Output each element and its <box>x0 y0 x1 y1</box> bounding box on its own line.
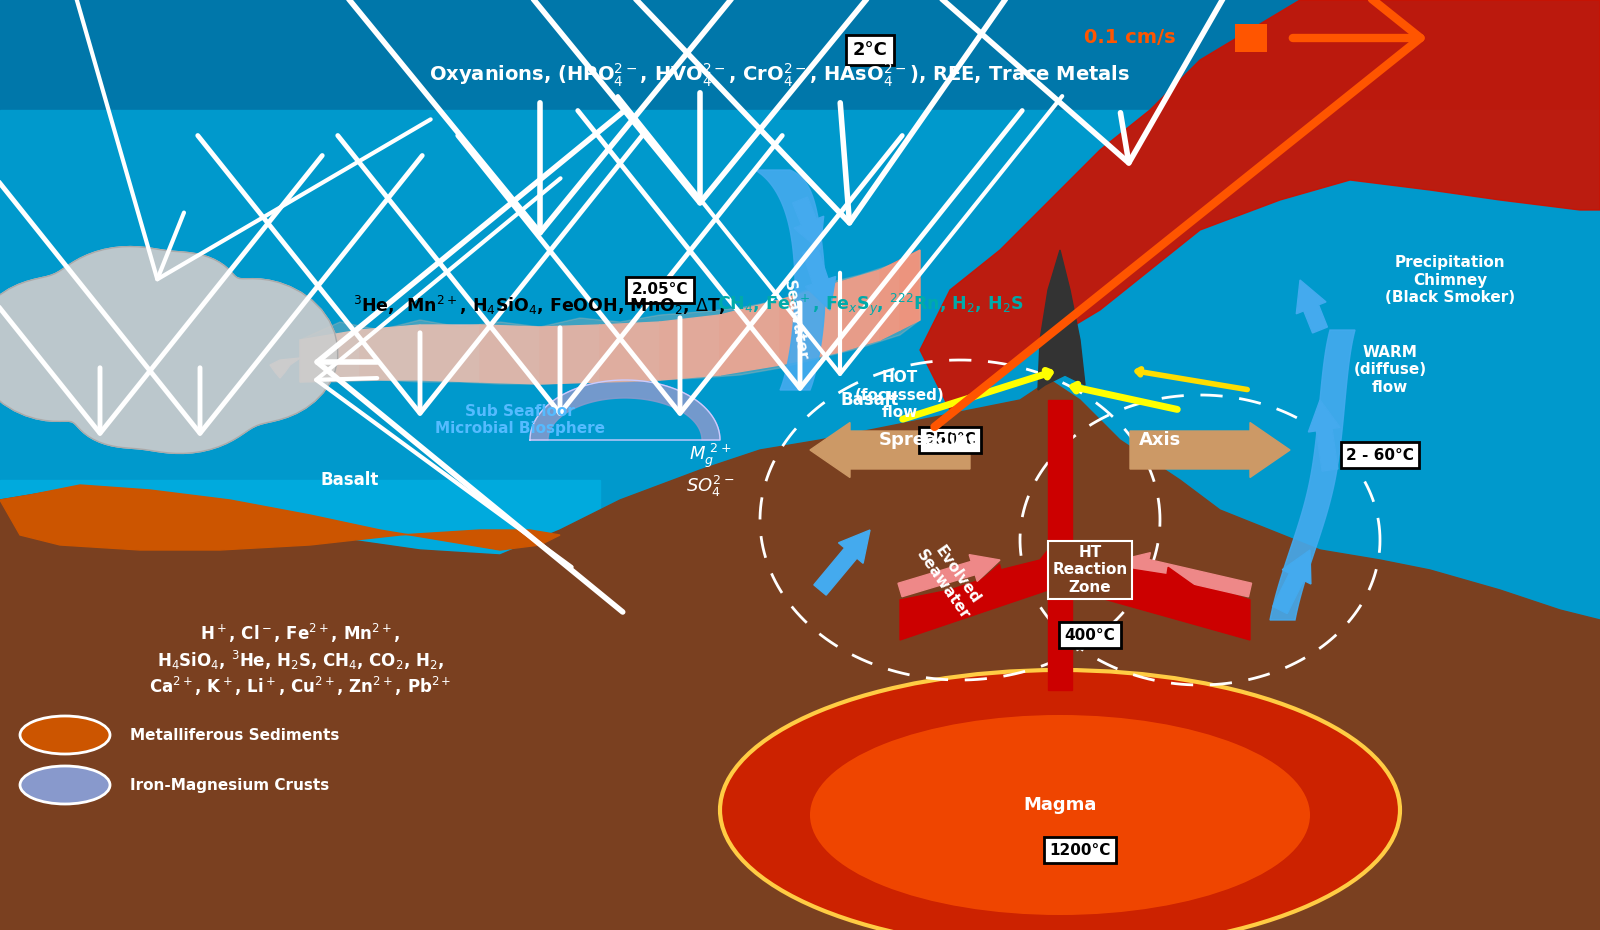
FancyArrow shape <box>1070 560 1200 602</box>
Text: Precipitation
Chimney
(Black Smoker): Precipitation Chimney (Black Smoker) <box>1386 255 1515 305</box>
Ellipse shape <box>810 715 1310 915</box>
Polygon shape <box>530 380 720 440</box>
Text: 0.1 cm/s: 0.1 cm/s <box>1085 29 1176 47</box>
Polygon shape <box>301 330 360 382</box>
Text: 2°C: 2°C <box>853 41 888 59</box>
Polygon shape <box>0 0 1600 110</box>
Text: HT
Reaction
Zone: HT Reaction Zone <box>1053 545 1128 595</box>
FancyArrow shape <box>1309 400 1341 472</box>
Text: WARM
(diffuse)
flow: WARM (diffuse) flow <box>1354 345 1427 395</box>
Polygon shape <box>781 282 840 365</box>
Ellipse shape <box>19 766 110 804</box>
Polygon shape <box>0 110 1600 930</box>
Polygon shape <box>720 300 781 375</box>
Polygon shape <box>899 550 1048 640</box>
Polygon shape <box>480 325 541 384</box>
Polygon shape <box>1048 400 1072 690</box>
Text: Basalt: Basalt <box>842 391 899 409</box>
Text: 1200°C: 1200°C <box>1050 843 1110 857</box>
Text: H$^+$, Cl$^-$, Fe$^{2+}$, Mn$^{2+}$,
H$_4$SiO$_4$, $^3$He, H$_2$S, CH$_4$, CO$_2: H$^+$, Cl$^-$, Fe$^{2+}$, Mn$^{2+}$, H$_… <box>149 622 451 698</box>
Text: HOT
(focussed)
flow: HOT (focussed) flow <box>854 370 946 420</box>
Polygon shape <box>755 170 826 390</box>
Polygon shape <box>0 246 338 453</box>
Polygon shape <box>1072 550 1250 640</box>
Text: Evolved
Seawater: Evolved Seawater <box>914 538 987 623</box>
Text: Metalliferous Sediments: Metalliferous Sediments <box>130 727 339 742</box>
FancyArrow shape <box>970 560 1051 598</box>
Text: Oxyanions, (HPO$_4^{2-}$, HVO$_4^{2-}$, CrO$_4^{2-}$, HAsO$_4^{2-}$), REE, Trace: Oxyanions, (HPO$_4^{2-}$, HVO$_4^{2-}$, … <box>429 61 1131 88</box>
Polygon shape <box>419 325 480 382</box>
Text: Sub Seafloor
Microbial Biosphere: Sub Seafloor Microbial Biosphere <box>435 404 605 436</box>
Text: 2.05°C: 2.05°C <box>632 283 688 298</box>
Polygon shape <box>1038 250 1085 390</box>
Text: 350°C: 350°C <box>925 432 976 447</box>
Ellipse shape <box>720 670 1400 930</box>
FancyArrow shape <box>810 422 970 477</box>
Text: 2 - 60°C: 2 - 60°C <box>1346 447 1414 462</box>
Text: 400°C: 400°C <box>1064 628 1115 643</box>
FancyArrow shape <box>814 530 870 595</box>
Text: Basalt: Basalt <box>322 471 379 489</box>
Text: Seawater: Seawater <box>781 279 810 362</box>
FancyArrow shape <box>898 554 1000 597</box>
Ellipse shape <box>19 716 110 754</box>
Polygon shape <box>920 0 1600 410</box>
Text: Iron-Magnesium Crusts: Iron-Magnesium Crusts <box>130 777 330 792</box>
FancyArrow shape <box>803 247 835 310</box>
FancyArrow shape <box>1130 422 1290 477</box>
FancyArrow shape <box>792 197 824 250</box>
FancyBboxPatch shape <box>1235 24 1267 52</box>
Polygon shape <box>840 270 880 352</box>
Polygon shape <box>0 485 560 550</box>
Polygon shape <box>0 380 1600 930</box>
Polygon shape <box>360 325 419 380</box>
Text: $^3$He,  Mn$^{2+}$, H$_4$SiO$_4$, FeOOH, MnO$_2$, $\Delta$T,: $^3$He, Mn$^{2+}$, H$_4$SiO$_4$, FeOOH, … <box>352 294 728 316</box>
Polygon shape <box>899 250 920 330</box>
Text: CH$_4$, Fe$^{2+}$, Fe$_x$S$_y$, $^{222}$Rn, H$_2$, H$_2$S: CH$_4$, Fe$^{2+}$, Fe$_x$S$_y$, $^{222}$… <box>717 292 1024 318</box>
Text: $M_g^{\ 2+}$
$SO_4^{2-}$: $M_g^{\ 2+}$ $SO_4^{2-}$ <box>686 442 734 498</box>
Text: Spreading: Spreading <box>878 431 982 449</box>
Polygon shape <box>1270 330 1355 620</box>
FancyArrow shape <box>1120 552 1251 597</box>
Text: Axis: Axis <box>1139 431 1181 449</box>
Polygon shape <box>270 358 301 378</box>
Polygon shape <box>661 315 720 380</box>
Polygon shape <box>0 480 600 930</box>
Polygon shape <box>880 260 899 340</box>
FancyArrow shape <box>1274 550 1310 614</box>
Polygon shape <box>541 325 600 384</box>
FancyArrow shape <box>1296 280 1328 333</box>
Text: Magma: Magma <box>1024 796 1096 814</box>
Polygon shape <box>600 322 661 382</box>
Polygon shape <box>301 250 920 384</box>
